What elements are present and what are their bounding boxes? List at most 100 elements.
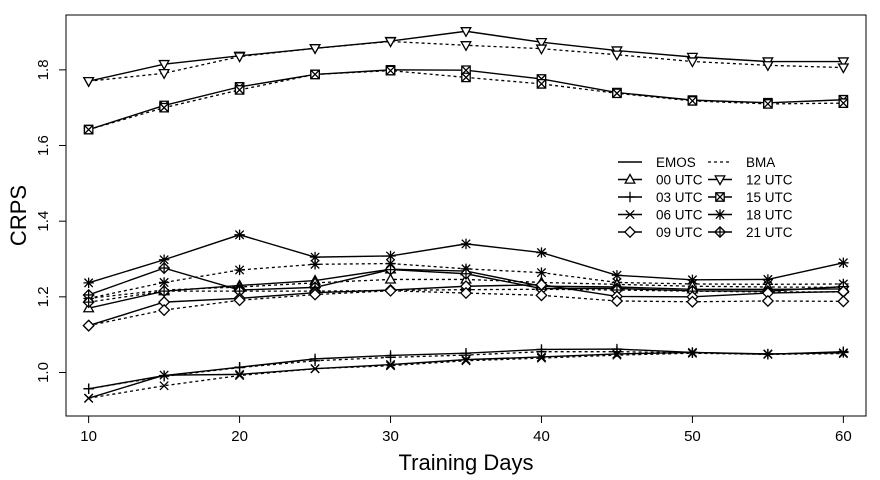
legend-entry-15-utc: 15 UTC [708,190,793,205]
legend-marker-diamond-plus [713,225,727,239]
data-point-09-utc-bma [384,284,397,297]
legend-label: 15 UTC [746,190,793,205]
data-point-06-utc-bma [234,370,245,381]
data-point-03-utc-bma [536,346,547,357]
data-point-18-utc-emos [611,270,623,281]
data-point-15-utc-bma [310,69,320,80]
data-point-09-utc-bma [233,294,246,307]
data-point-06-utc-emos [234,369,245,380]
y-tick-label: 1.4 [35,211,52,232]
data-point-06-utc-bma [159,381,169,391]
data-point-06-utc-emos [461,354,471,365]
y-tick-label: 1.6 [35,135,52,156]
legend-label: 21 UTC [746,225,793,240]
data-point-03-utc-bma [234,362,245,373]
data-point-15-utc-bma [838,98,849,108]
legend-entry-00-utc: 00 UTC [618,173,703,188]
x-tick-label: 40 [533,428,550,445]
legend-marker-triangle [624,173,636,184]
legend-marker-square-cross [715,192,725,202]
legend-marker-cross [625,209,635,220]
data-point-18-utc-emos [234,229,245,240]
data-point-15-utc-bma [612,88,622,99]
data-point-12-utc-bma [611,50,623,62]
data-point-03-utc-bma [385,352,396,363]
data-point-18-utc-emos [536,247,547,258]
y-tick-label: 1.2 [35,286,52,307]
legend-label: 09 UTC [656,225,703,240]
series-09-utc-bma [82,284,850,332]
y-axis-title: CRPS [6,185,31,246]
data-point-09-utc-bma [157,303,171,317]
data-point-09-utc-bma [761,294,775,308]
data-point-03-utc-bma [309,355,321,366]
series-12-utc-bma [82,37,850,88]
data-point-21-utc-emos [384,263,397,276]
x-axis-title: Training Days [399,450,534,475]
legend-emos-label: EMOS [656,155,696,170]
data-point-15-utc-bma [536,79,547,89]
data-point-06-utc-bma [385,361,396,371]
x-tick-label: 30 [382,428,399,445]
data-point-18-utc-emos [158,254,170,265]
data-point-15-utc-bma [461,72,471,83]
legend-label: 00 UTC [656,173,703,188]
data-point-15-utc-bma [83,124,94,135]
legend-entry-09-utc: 09 UTC [618,225,703,240]
legend-bma-label: BMA [746,155,775,170]
data-point-06-utc-emos [385,359,396,370]
y-tick-label: 1.8 [35,59,52,80]
legend-marker-plus [624,191,636,203]
data-point-21-utc-emos [459,267,473,280]
legend-label: 18 UTC [746,208,793,223]
data-point-18-utc-emos [460,238,472,250]
legend-entry-21-utc: 21 UTC [708,225,793,240]
data-point-12-utc-bma [309,44,321,55]
data-point-12-utc-bma [460,41,472,52]
data-point-12-utc-bma [82,76,95,88]
data-point-03-utc-bma [460,349,472,361]
series-06-utc-bma [83,348,849,403]
data-point-06-utc-bma [612,350,622,360]
data-point-09-utc-bma [308,288,322,301]
data-point-06-utc-bma [536,353,547,363]
data-point-12-utc-emos [837,57,850,68]
legend-marker-triangle-down [714,175,726,186]
data-point-06-utc-bma [310,364,320,374]
data-point-12-utc-bma [686,57,699,68]
data-point-15-utc-bma [687,96,698,106]
series-18-utc-emos [83,229,849,289]
data-point-09-utc-bma [610,294,624,308]
data-point-18-utc-emos [838,257,849,268]
series-15-utc-bma [83,65,849,135]
data-point-09-utc-bma [82,319,95,332]
legend-label: 03 UTC [656,190,703,205]
data-point-06-utc-emos [536,352,547,362]
x-tick-label: 20 [231,428,248,445]
plot-frame [65,14,867,417]
data-point-06-utc-bma [461,356,471,366]
data-point-18-utc-emos [309,251,321,263]
data-point-18-utc-bma [158,277,170,288]
data-point-21-utc-bma [82,296,95,309]
legend-marker-asterisk [714,209,726,220]
data-point-12-utc-bma [535,44,548,56]
data-point-12-utc-emos [460,27,472,38]
legend-entry-03-utc: 03 UTC [618,190,703,205]
axis-layer: 10 20 30 40 50 60 1.0 1.2 1.4 1.6 1.8 [35,59,852,445]
data-point-15-utc-bma [234,85,245,95]
legend-marker-diamond [623,225,637,239]
y-tick-label: 1.0 [35,362,52,383]
data-point-06-utc-bma [763,349,773,359]
data-point-18-utc-bma [234,264,245,276]
data-point-06-utc-emos [612,349,622,359]
data-point-15-utc-bma [159,102,169,113]
x-tick-label: 50 [684,428,701,445]
data-point-06-utc-bma [687,348,698,358]
legend-entry-06-utc: 06 UTC [618,208,703,223]
legend-label: 12 UTC [746,173,793,188]
legend: EMOS BMA 00 UTC 12 UTC 03 UTC 15 UTC 06 UTC 18 … [618,155,793,240]
data-point-09-utc-bma [837,295,850,308]
data-point-21-utc-bma [610,283,624,297]
